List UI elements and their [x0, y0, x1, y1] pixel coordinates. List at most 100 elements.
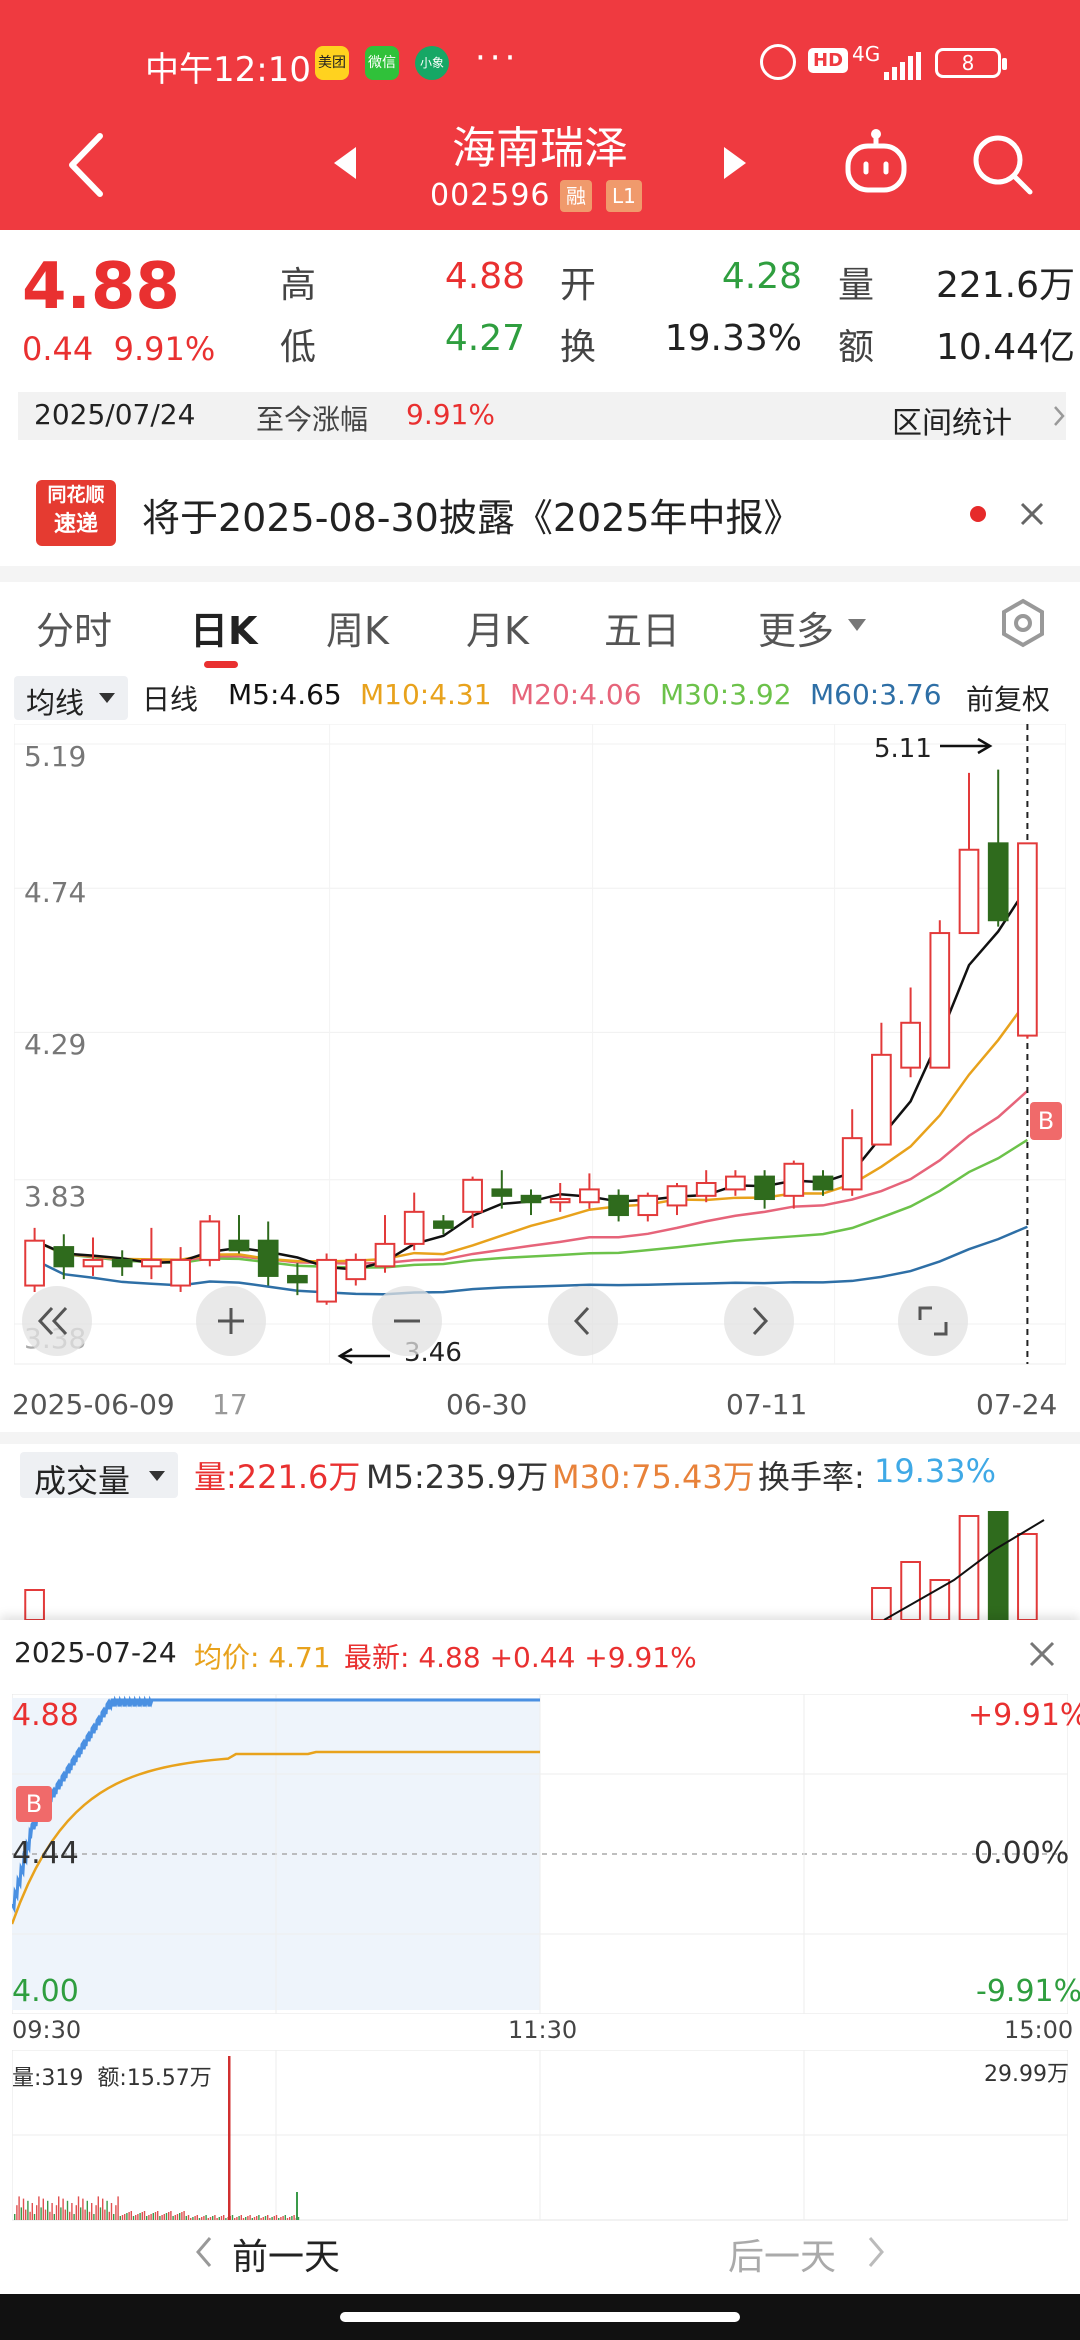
zoom-in-button[interactable]	[196, 1286, 266, 1356]
volume-bar	[64, 2209, 66, 2220]
range-stats-row[interactable]: 2025/07/24 至今涨幅 9.91% 区间统计	[18, 392, 1066, 441]
volume-bar	[84, 2209, 86, 2220]
volume-bar	[18, 2196, 20, 2220]
y-tick: 5.19	[24, 740, 87, 773]
candle-body	[1017, 842, 1038, 1037]
range-stats-button[interactable]: 区间统计	[892, 406, 1012, 441]
volume-bar	[16, 2205, 18, 2220]
adjust-mode[interactable]: 前复权	[966, 683, 1051, 716]
volume-bar	[987, 1511, 1009, 1620]
candle-body	[345, 1258, 367, 1281]
close-icon[interactable]	[1018, 500, 1046, 528]
volume-bar	[42, 2198, 44, 2220]
tab-weekly-k[interactable]: 周K	[326, 609, 389, 653]
volume-bar	[253, 2217, 256, 2220]
bank-app-icon: 小象	[415, 46, 449, 80]
range-start-date: 2025/07/24	[34, 398, 196, 431]
x-tick: 06-30	[446, 1388, 528, 1421]
intraday-chart[interactable]	[12, 1694, 1068, 2014]
back-icon[interactable]	[60, 130, 110, 200]
volume-bar	[240, 2215, 242, 2220]
volume-bar	[278, 2218, 280, 2220]
volume-bar	[139, 2213, 141, 2220]
volume-bar	[117, 2196, 119, 2220]
volume-bar	[22, 2198, 25, 2220]
tab-monthly-k[interactable]: 月K	[466, 609, 529, 653]
volume-bar	[251, 2218, 253, 2220]
ma60-value: M60:3.76	[810, 678, 942, 711]
volume-bar	[190, 2218, 192, 2220]
tab-five-day[interactable]: 五日	[604, 609, 681, 653]
volume-bar	[143, 2211, 146, 2220]
pct-high: +9.91%	[968, 1698, 1080, 1733]
y-tick: 3.83	[24, 1180, 87, 1213]
candle-body	[462, 1178, 483, 1213]
tab-daily-k[interactable]: 日K	[190, 609, 258, 653]
volume-bar	[262, 2217, 264, 2220]
candle-body	[520, 1194, 542, 1204]
candle-body	[754, 1175, 775, 1201]
ma-selector[interactable]: 均线	[14, 676, 128, 720]
volume-bar	[228, 2056, 231, 2220]
stock-code: 002596	[430, 178, 551, 213]
scroll-left-button[interactable]	[548, 1286, 618, 1356]
buy-marker-badge[interactable]: B	[16, 1786, 52, 1822]
plus-icon	[218, 1308, 244, 1334]
zoom-out-button[interactable]	[372, 1286, 442, 1356]
robot-assistant-icon[interactable]	[840, 128, 912, 200]
candle-body	[637, 1194, 659, 1217]
volume-bar	[146, 2216, 148, 2220]
volume-bar	[205, 2215, 207, 2220]
fullscreen-button[interactable]	[898, 1286, 968, 1356]
turnover-rate-value: 19.33%	[874, 1452, 997, 1490]
close-icon[interactable]	[1028, 1640, 1056, 1668]
candle-body	[170, 1258, 191, 1287]
home-indicator[interactable]	[340, 2312, 740, 2322]
amount-label: 额	[838, 327, 875, 368]
volume-bar	[159, 2216, 161, 2220]
prev-stock-icon[interactable]	[330, 143, 360, 183]
tab-more[interactable]: 更多	[758, 609, 835, 653]
volume-bar	[260, 2218, 262, 2220]
volume-bar	[256, 2216, 258, 2220]
settings-hexagon-icon[interactable]	[998, 598, 1048, 648]
search-icon[interactable]	[970, 132, 1036, 198]
candle-body	[491, 1188, 513, 1197]
volume-bar	[150, 2214, 152, 2220]
volume-bar	[181, 2212, 183, 2220]
volume-bar	[40, 2207, 42, 2220]
buy-marker-badge[interactable]: B	[1030, 1102, 1062, 1140]
double-chevron-left-icon	[37, 1306, 68, 1336]
notice-text[interactable]: 将于2025-08-30披露《2025年中报》	[142, 496, 802, 540]
volume-bar	[53, 2214, 55, 2220]
volume-bar	[88, 2211, 91, 2220]
scroll-right-button[interactable]	[724, 1286, 794, 1356]
volume-bar	[220, 2216, 223, 2220]
volume-bar	[60, 2207, 62, 2220]
candle-body	[316, 1258, 337, 1303]
volume-bar	[75, 2205, 77, 2220]
meituan-app-icon: 美团	[315, 46, 349, 80]
scroll-left-fast-button[interactable]	[22, 1286, 92, 1356]
vol-m5: M5:235.9万	[366, 1458, 549, 1496]
volume-bar	[44, 2209, 47, 2220]
volume-bar	[157, 2211, 159, 2220]
tab-intraday[interactable]: 分时	[36, 609, 113, 653]
x-tick: 07-11	[726, 1388, 808, 1421]
divider	[0, 1432, 1080, 1444]
volume-bar	[137, 2214, 139, 2220]
volume-bar	[124, 2214, 126, 2220]
volume-bar	[77, 2196, 80, 2220]
high-label: 高	[280, 265, 317, 306]
volume-bar	[207, 2218, 209, 2220]
latest-label: 最新: 4.88 +0.44 +9.91%	[344, 1641, 697, 1674]
intraday-prev-close: 4.44	[12, 1836, 79, 1871]
prev-day-button[interactable]: 前一天	[232, 2237, 341, 2278]
next-day-button[interactable]: 后一天	[728, 2237, 837, 2278]
volume-bar	[25, 2209, 27, 2220]
candle-body	[141, 1258, 162, 1268]
volume-bar	[289, 2217, 291, 2220]
next-stock-icon[interactable]	[720, 143, 750, 183]
indicator-selector[interactable]: 成交量	[20, 1452, 178, 1500]
kline-chart[interactable]	[14, 724, 1066, 1372]
